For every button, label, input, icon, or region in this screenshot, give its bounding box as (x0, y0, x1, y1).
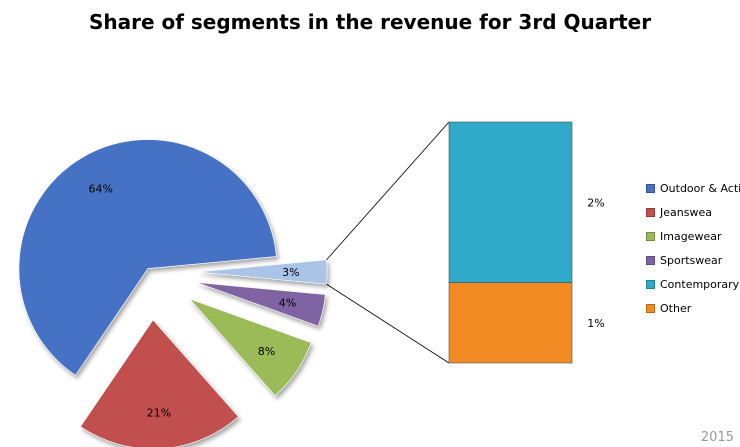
chart-title: Share of segments in the revenue for 3rd… (88, 10, 652, 34)
legend-item-jeanswea: Jeanswea (646, 200, 740, 224)
pie-label-imagewear: 8% (258, 345, 275, 358)
legend-item-contemporary: Contemporary (646, 272, 740, 296)
legend-swatch (646, 255, 655, 265)
bar-segment-contemporary (448, 121, 573, 283)
legend-label: Sportswear (660, 253, 723, 267)
pie-label-jeanswea: 21% (147, 407, 171, 420)
legend-item-sportswear: Sportswear (646, 248, 740, 272)
legend-label: Imagewear (660, 229, 722, 243)
legend-label: Contemporary (660, 277, 740, 291)
pie-label-other-contemporary-other: 3% (282, 266, 299, 279)
legend-swatch (646, 231, 655, 241)
legend-swatch (646, 303, 655, 313)
pie-slice-other-contemporary-other (197, 259, 328, 285)
bar-segment-other (448, 282, 573, 364)
year-label: 2015 (700, 430, 734, 445)
legend: Outdoor & Acti Jeanswea Imagewear Sportswea… (646, 176, 740, 320)
pie-label-outdoor-acti: 64% (88, 183, 112, 196)
connector-line-top (326, 121, 450, 261)
bar-label-contemporary: 2% (587, 196, 604, 209)
pie-slice-sportswear (196, 282, 326, 327)
legend-label: Jeanswea (660, 205, 712, 219)
legend-item-outdoor-acti: Outdoor & Acti (646, 176, 740, 200)
legend-label: Other (660, 301, 692, 315)
legend-label: Outdoor & Acti (660, 181, 740, 195)
legend-item-other: Other (646, 296, 740, 320)
pie-slice-jeanswea (80, 319, 239, 447)
legend-item-imagewear: Imagewear (646, 224, 740, 248)
pie-slice-imagewear (189, 298, 312, 397)
connector-line-bottom (326, 283, 450, 364)
pie-slice-outdoor-acti (18, 139, 277, 376)
legend-swatch (646, 279, 655, 289)
bar-label-other: 1% (587, 317, 604, 330)
legend-swatch (646, 183, 655, 193)
pie-label-sportswear: 4% (279, 297, 296, 310)
legend-swatch (646, 207, 655, 217)
